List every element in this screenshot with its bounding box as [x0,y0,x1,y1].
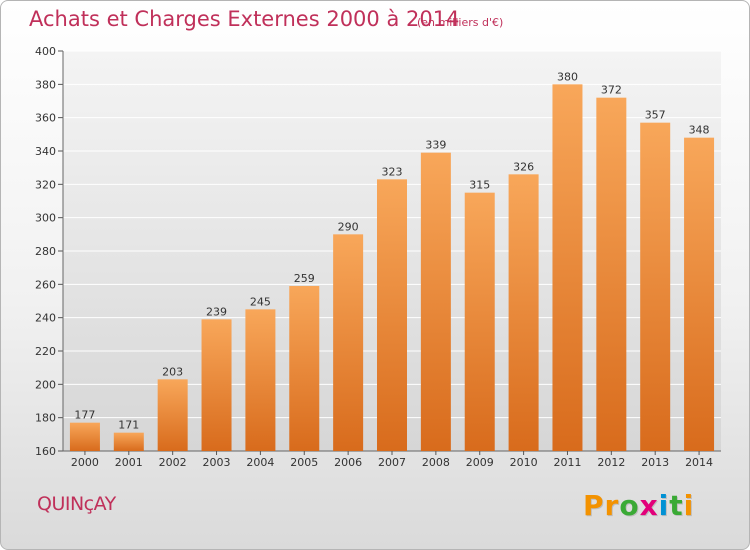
y-tick-label: 260 [35,278,56,291]
bar-2007 [377,179,407,452]
chart-subtitle: (en milliers d'€) [417,16,504,29]
x-tick-label-2002: 2002 [159,456,187,469]
y-tick-label: 220 [35,345,56,358]
bar-2001 [113,432,144,451]
y-tick-label: 320 [35,178,56,191]
x-tick-label-2010: 2010 [510,456,538,469]
x-tick-label-2008: 2008 [422,456,450,469]
y-tick-label: 340 [35,145,56,158]
location-name: QUINçAY [37,493,116,515]
bar-2014 [684,137,715,451]
proxiti-logo: Proxiti [583,489,694,522]
bar-2008 [420,152,451,451]
bar-2011 [552,84,583,451]
y-tick-label: 400 [35,45,56,58]
x-tick-label-2014: 2014 [685,456,713,469]
y-tick-label: 180 [35,412,56,425]
data-label-2011: 380 [557,70,578,83]
x-tick-label-2013: 2013 [641,456,669,469]
bar-2013 [640,122,671,452]
data-label-2008: 339 [425,139,446,152]
data-label-2003: 239 [206,305,227,318]
bar-2000 [69,422,100,451]
y-tick-label: 380 [35,78,56,91]
data-label-2010: 326 [513,160,534,173]
y-tick-label: 200 [35,378,56,391]
bar-2003 [201,319,232,451]
data-label-2005: 259 [294,272,315,285]
logo-letter: i [683,489,695,522]
data-label-2000: 177 [74,409,95,422]
data-label-2001: 171 [118,419,139,432]
x-tick-label-2006: 2006 [334,456,362,469]
bar-2006 [333,234,364,451]
y-tick-label: 300 [35,212,56,225]
data-label-2013: 357 [645,109,666,122]
logo-letter: t [669,489,684,522]
bar-2002 [157,379,188,451]
data-label-2004: 245 [250,295,271,308]
data-label-2007: 323 [382,165,403,178]
x-tick-label-2003: 2003 [203,456,231,469]
data-label-2002: 203 [162,365,183,378]
x-tick-label-2005: 2005 [290,456,318,469]
x-tick-label-2000: 2000 [71,456,99,469]
data-label-2012: 372 [601,84,622,97]
bar-2005 [289,286,320,451]
bar-2009 [464,192,495,451]
x-tick-label-2004: 2004 [246,456,274,469]
logo-letter: P [583,489,605,522]
x-tick-label-2007: 2007 [378,456,406,469]
logo-letter: i [658,489,670,522]
logo-letter: x [639,489,659,522]
data-label-2009: 315 [469,179,490,192]
bar-2012 [596,97,627,452]
y-tick-label: 280 [35,245,56,258]
logo-letter: o [619,489,640,522]
x-tick-label-2001: 2001 [115,456,143,469]
x-tick-label-2011: 2011 [553,456,581,469]
bar-2010 [508,174,539,452]
data-label-2006: 290 [338,220,359,233]
y-tick-label: 360 [35,112,56,125]
y-tick-label: 160 [35,445,56,458]
logo-letter: r [604,489,620,522]
x-tick-label-2009: 2009 [466,456,494,469]
data-label-2014: 348 [689,124,710,137]
bar-2004 [245,309,276,451]
y-tick-label: 240 [35,312,56,325]
chart-title: Achats et Charges Externes 2000 à 2014 [29,7,460,31]
x-tick-label-2012: 2012 [597,456,625,469]
